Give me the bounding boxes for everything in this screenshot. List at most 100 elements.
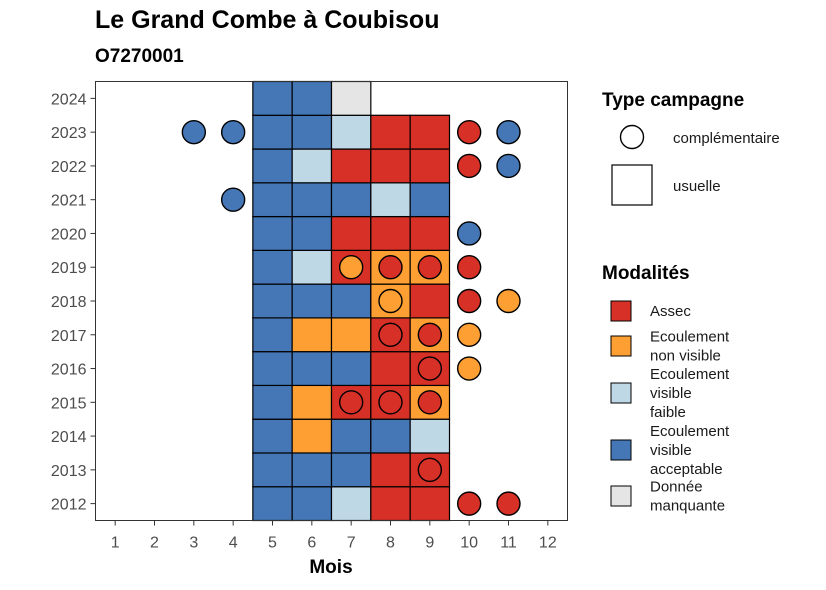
- campaign-point: [456, 153, 482, 179]
- legend-label-modalite: Assec: [650, 303, 691, 320]
- heatmap-tile: [252, 249, 293, 285]
- heatmap-tile: [291, 418, 333, 454]
- y-axis: 2012 2013 2014 2015 2016 2017 2018 2019 2020 2021…: [51, 91, 96, 514]
- campaign-point: [456, 119, 482, 145]
- legend-label-modalite: Donnée: [650, 479, 703, 496]
- legend-label-modalite: manquante: [650, 498, 725, 515]
- x-tick-label: 9: [425, 535, 434, 552]
- campaign-point: [496, 491, 521, 516]
- x-tick-label: 4: [229, 535, 238, 552]
- heatmap-tile: [409, 283, 451, 319]
- x-axis: 1 2 3 4 5 6 7 8 9 10 11 12: [111, 520, 557, 552]
- campaign-point: [417, 457, 443, 483]
- y-tick-label: 2018: [51, 294, 87, 311]
- legend: Type campagne complémentaire usuelle Modali…: [602, 90, 780, 515]
- heatmap-tile: [409, 148, 451, 184]
- heatmap-tile: [330, 283, 372, 319]
- x-tick-label: 7: [347, 535, 356, 552]
- heatmap-tile: [370, 148, 411, 184]
- heatmap-tile: [252, 80, 293, 116]
- legend-label-modalite: non visible: [650, 348, 721, 365]
- x-tick-label: 6: [307, 535, 316, 552]
- chart-title: Le Grand Combe à Coubisou: [95, 6, 440, 34]
- heatmap-tile: [330, 215, 372, 251]
- x-tick-label: 8: [386, 535, 395, 552]
- heatmap-tile: [370, 182, 411, 218]
- campaign-point: [220, 187, 246, 212]
- heatmap-tile: [291, 384, 333, 420]
- campaign-point: [378, 390, 403, 415]
- legend-title-campagne: Type campagne: [602, 90, 744, 111]
- x-tick-label: 3: [189, 535, 198, 552]
- campaign-point: [496, 288, 521, 314]
- campaign-point: [338, 390, 364, 415]
- legend-key-modalite: [610, 335, 632, 357]
- legend-label-modalite: faible: [650, 404, 686, 421]
- heatmap-tile: [330, 351, 372, 387]
- x-axis-title: Mois: [309, 557, 352, 578]
- y-tick-label: 2022: [51, 159, 87, 176]
- y-tick-label: 2020: [51, 226, 87, 243]
- heatmap-tile: [291, 114, 333, 150]
- heatmap-tile: [330, 80, 372, 116]
- y-tick-label: 2012: [51, 497, 87, 514]
- legend-label-modalite: acceptable: [650, 461, 723, 478]
- heatmap-tile: [291, 249, 333, 285]
- heatmap-tile: [252, 215, 293, 251]
- heatmap-tile: [252, 114, 293, 150]
- legend-label-modalite: visible: [650, 385, 692, 402]
- campaign-point: [456, 322, 482, 347]
- campaign-point: [378, 255, 403, 280]
- legend-label-modalite: visible: [650, 442, 692, 459]
- chart-subtitle: O7270001: [95, 46, 184, 67]
- heatmap-tile: [291, 80, 333, 116]
- campaign-point: [417, 356, 443, 381]
- heatmap-tile: [330, 182, 372, 218]
- campaign-point: [378, 322, 403, 347]
- campaign-point: [417, 255, 443, 280]
- heatmap-tile: [252, 148, 293, 184]
- x-tick-label: 2: [150, 535, 159, 552]
- heatmap-tile: [409, 215, 451, 251]
- heatmap-tile: [252, 486, 293, 522]
- heatmap-tile: [252, 182, 293, 218]
- campaign-point: [378, 288, 403, 314]
- heatmap-tile: [370, 215, 411, 251]
- legend-label-usuelle: usuelle: [673, 178, 721, 195]
- heatmap-tile: [330, 114, 372, 150]
- y-tick-label: 2016: [51, 362, 87, 379]
- heatmap-tile: [330, 148, 372, 184]
- legend-key-modalite: [610, 485, 632, 507]
- heatmap-tile: [330, 486, 372, 522]
- heatmap-tile: [252, 384, 293, 420]
- heatmap-tile: [330, 452, 372, 488]
- y-tick-label: 2024: [51, 91, 87, 108]
- campaign-point: [456, 221, 482, 246]
- legend-label-modalite: Ecoulement: [650, 366, 730, 383]
- heatmap-tile: [370, 418, 411, 454]
- legend-label-complementaire: complémentaire: [673, 130, 780, 147]
- heatmap-tile: [370, 452, 411, 488]
- heatmap-tile: [291, 486, 333, 522]
- legend-label-modalite: Ecoulement: [650, 329, 730, 346]
- heatmap-tile: [409, 486, 451, 522]
- heatmap-tile: [409, 114, 451, 150]
- heatmap-tile: [409, 182, 451, 218]
- y-tick-label: 2015: [51, 395, 87, 412]
- heatmap-tile: [330, 317, 372, 353]
- point-layer: [181, 119, 521, 516]
- heatmap-tile: [291, 351, 333, 387]
- campaign-point: [456, 491, 482, 516]
- heatmap-tile: [252, 283, 293, 319]
- legend-key-usuelle: [611, 164, 653, 206]
- heatmap-tile: [409, 418, 451, 454]
- campaign-point: [338, 255, 364, 280]
- y-tick-label: 2021: [51, 193, 87, 210]
- legend-key-modalite: [610, 300, 632, 322]
- y-tick-label: 2014: [51, 429, 87, 446]
- heatmap-tile: [291, 317, 333, 353]
- heatmap-tile: [252, 351, 293, 387]
- campaign-point: [456, 255, 482, 280]
- x-tick-label: 11: [500, 535, 517, 552]
- legend-key-complementaire: [619, 124, 645, 150]
